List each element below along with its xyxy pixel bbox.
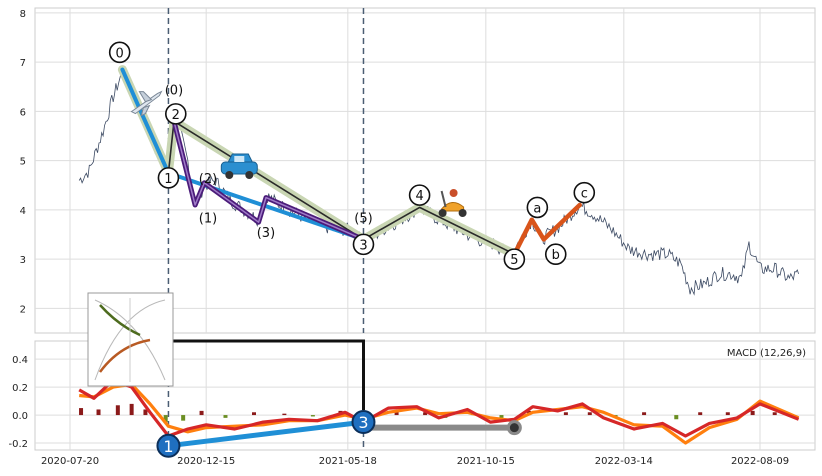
scooter-wheel	[438, 209, 447, 217]
wave-label-circle	[352, 233, 375, 256]
wave-label-circle	[544, 243, 567, 266]
macd-histogram-bar	[96, 409, 101, 416]
macd-y-tick-label: 0.4	[12, 355, 28, 366]
car-window	[234, 156, 245, 162]
wave-label-circle	[108, 41, 131, 64]
car-icon	[220, 153, 258, 179]
macd-histogram-bar	[223, 415, 228, 418]
macd-histogram-bar	[725, 412, 730, 416]
airplane-body	[130, 90, 163, 115]
price-panel-frame	[34, 7, 816, 334]
inset-curve	[94, 299, 166, 381]
scooter-handle	[440, 190, 447, 208]
price-y-tick-label: 8	[20, 9, 26, 20]
x-tick-label: 2022-03-14	[595, 456, 653, 467]
x-tick-label: 2022-08-09	[731, 456, 789, 467]
macd-histogram-bar	[423, 412, 428, 416]
inset-thumbnail	[87, 292, 174, 387]
price-y-tick-label: 2	[20, 304, 26, 315]
scooter-wheel	[458, 209, 467, 217]
car-wheel	[225, 171, 234, 179]
macd-histogram-bar	[563, 412, 568, 416]
wave-label: c	[581, 187, 588, 202]
macd-histogram-bar	[698, 412, 703, 416]
macd-histogram-bar	[772, 412, 777, 416]
inset-curve	[94, 299, 166, 381]
wave-label-circle	[503, 248, 526, 270]
wave-label: 0	[116, 46, 124, 61]
price-y-tick-label: 6	[20, 107, 26, 118]
wave-label: a	[533, 201, 541, 216]
wave-label: 1	[164, 172, 172, 187]
wave-label-circle	[573, 181, 596, 204]
inset-connector	[173, 339, 365, 411]
inset-curve	[98, 338, 151, 373]
macd-histogram-bar	[310, 415, 315, 417]
macd-histogram-bar	[129, 403, 134, 416]
macd-histogram-bar	[163, 415, 168, 423]
x-tick-label: 2020-07-20	[41, 456, 99, 467]
x-tick-label: 2021-05-18	[319, 456, 377, 467]
wave-label-circle	[408, 184, 431, 206]
macd-histogram-bar	[750, 410, 755, 416]
scooter-rider	[449, 189, 458, 197]
macd-y-tick-label: -0.2	[8, 439, 28, 450]
macd-histogram-bar	[79, 408, 84, 416]
macd-histogram-bar	[674, 415, 679, 420]
wave-label: 5	[510, 253, 518, 268]
price-y-tick-label: 4	[20, 206, 26, 217]
wave-label: b	[552, 248, 560, 263]
airplane-icon	[130, 90, 163, 117]
macd-histogram-bar	[499, 415, 504, 418]
price-y-tick-label: 5	[20, 157, 26, 168]
macd-marker-circle	[156, 433, 181, 458]
marker-link-blue	[165, 419, 366, 449]
wave-label-circle	[157, 167, 180, 189]
macd-histogram-bar	[642, 412, 647, 416]
macd-histogram-bar	[282, 413, 287, 416]
macd-marker-label: 1	[163, 437, 173, 456]
car-wheel	[245, 171, 254, 179]
airplane-wing	[138, 91, 153, 103]
price-y-tick-label: 7	[20, 58, 26, 69]
wave-label: (2)	[199, 172, 217, 187]
wave-label: (1)	[199, 211, 217, 226]
wave-line-orange	[512, 202, 582, 257]
price-y-tick-label: 3	[20, 255, 26, 266]
macd-y-tick-label: 0.2	[12, 383, 28, 394]
macd-histogram-bar	[199, 410, 204, 416]
macd-legend-label: MACD (12,26,9)	[727, 348, 806, 359]
wave-line-purple	[173, 120, 365, 241]
macd-marker-label: 3	[358, 413, 368, 432]
macd-histogram-bar	[115, 405, 120, 416]
x-tick-label: 2020-12-15	[177, 456, 235, 467]
macd-histogram-bar	[587, 412, 592, 416]
scooter-icon	[438, 189, 467, 217]
wave-label: 3	[359, 238, 367, 253]
wave-label: 4	[415, 189, 423, 204]
wave-label: (3)	[257, 226, 275, 241]
wave-label-circle	[165, 103, 187, 125]
wave-label: 2	[172, 108, 180, 123]
wave-label: (5)	[354, 211, 372, 226]
macd-histogram-bar	[252, 412, 256, 416]
macd-histogram-bar	[143, 409, 148, 416]
airplane-wing	[140, 104, 151, 117]
wave-label-circle	[526, 196, 549, 219]
inset-curve	[99, 304, 141, 337]
x-tick-label: 2021-10-15	[457, 456, 515, 467]
wave-label: (0)	[165, 83, 183, 98]
marker-link-end-dot	[506, 420, 522, 436]
macd-histogram-bar	[394, 410, 399, 416]
macd-marker-circle	[351, 410, 376, 435]
macd-y-tick-label: 0.0	[12, 411, 28, 422]
macd-histogram-bar	[181, 415, 186, 421]
